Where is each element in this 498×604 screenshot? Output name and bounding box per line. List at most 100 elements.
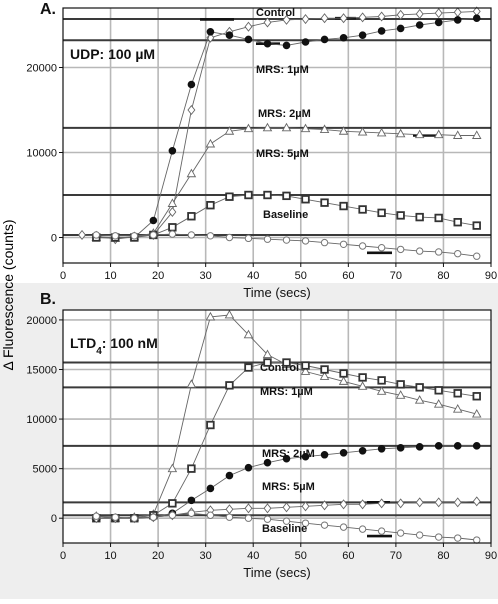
data-point <box>434 533 443 541</box>
data-point <box>319 124 330 134</box>
data-point <box>244 463 253 472</box>
data-point <box>320 35 329 44</box>
data-point <box>358 12 367 23</box>
data-point <box>357 381 368 390</box>
x-tick-label: 50 <box>295 550 307 562</box>
data-point <box>149 231 158 239</box>
data-point <box>453 16 462 24</box>
data-point <box>168 499 177 508</box>
data-point <box>396 380 405 389</box>
data-point <box>339 523 348 531</box>
data-point <box>358 499 367 510</box>
data-point <box>282 454 291 463</box>
series-label: MRS: 1µM <box>256 64 309 76</box>
data-point <box>263 358 272 367</box>
x-tick-label: 0 <box>60 270 66 282</box>
data-point <box>320 450 329 459</box>
y-tick-label: 20000 <box>26 315 57 327</box>
panel-label: B. <box>40 291 56 308</box>
data-point <box>396 9 405 20</box>
data-point <box>92 231 100 239</box>
series-label: Control <box>256 7 295 19</box>
data-point <box>149 513 158 521</box>
data-point <box>339 201 348 211</box>
data-point <box>244 363 253 372</box>
data-point <box>320 238 329 247</box>
series-mrs-1-m: MRS: 1µM <box>92 14 481 242</box>
data-point <box>453 389 462 398</box>
data-point <box>415 531 424 539</box>
x-tick-label: 80 <box>437 550 449 562</box>
data-point <box>377 208 386 218</box>
y-tick-label: 5000 <box>33 464 57 476</box>
data-point <box>471 408 482 418</box>
x-axis-label: Time (secs) <box>243 565 310 580</box>
x-tick-label: 30 <box>200 270 212 282</box>
data-point <box>415 443 424 451</box>
data-point <box>262 349 273 359</box>
data-point <box>244 190 253 200</box>
data-point <box>186 379 197 388</box>
data-point <box>376 127 387 137</box>
data-point <box>187 212 196 221</box>
data-point <box>244 234 253 243</box>
data-point <box>301 519 310 527</box>
condition-subscript: 4 <box>96 346 102 357</box>
data-point <box>415 8 424 19</box>
data-point <box>357 126 368 136</box>
data-point <box>473 536 481 544</box>
data-point <box>263 17 272 28</box>
data-point <box>454 249 462 258</box>
data-point <box>377 11 386 22</box>
data-point <box>206 200 215 210</box>
data-point <box>224 126 235 135</box>
data-point <box>206 232 215 240</box>
data-point <box>453 217 462 227</box>
data-point <box>377 244 386 252</box>
data-point <box>472 221 481 230</box>
series-baseline: Baseline <box>92 509 481 544</box>
condition-label: UDP: 100 µM <box>70 46 155 62</box>
condition-label: LTD4: 100 nM <box>70 335 158 357</box>
data-point <box>472 14 481 23</box>
x-tick-label: 10 <box>104 550 116 562</box>
series-label: MRS: 2µM <box>258 108 311 120</box>
data-point <box>244 35 253 44</box>
x-tick-label: 70 <box>390 550 402 562</box>
data-point <box>339 240 348 249</box>
data-point <box>377 498 386 509</box>
data-point <box>377 445 386 453</box>
data-point <box>225 192 234 201</box>
x-tick-label: 80 <box>437 270 449 282</box>
data-point <box>396 24 405 33</box>
data-point <box>396 245 405 254</box>
data-point <box>320 198 329 207</box>
data-point <box>206 511 215 519</box>
y-axis-label: Δ Fluorescence (counts) <box>0 220 16 371</box>
data-point <box>415 212 424 222</box>
data-point <box>225 381 234 390</box>
data-point <box>282 517 291 525</box>
data-point <box>377 527 386 535</box>
x-tick-label: 70 <box>390 270 402 282</box>
data-point <box>243 329 254 339</box>
data-point <box>358 373 367 382</box>
x-tick-label: 10 <box>104 270 116 282</box>
data-point <box>263 235 272 243</box>
data-point <box>206 32 215 43</box>
data-point <box>434 248 443 256</box>
data-point <box>453 497 462 508</box>
data-point <box>472 442 481 450</box>
data-point <box>282 358 291 367</box>
data-point <box>206 484 215 493</box>
data-point <box>473 252 481 260</box>
data-point <box>262 122 273 132</box>
data-point <box>167 463 178 473</box>
data-point <box>452 404 463 413</box>
data-point <box>78 229 86 240</box>
data-point <box>434 18 443 27</box>
series-label: Baseline <box>263 209 308 221</box>
data-point <box>149 216 158 225</box>
